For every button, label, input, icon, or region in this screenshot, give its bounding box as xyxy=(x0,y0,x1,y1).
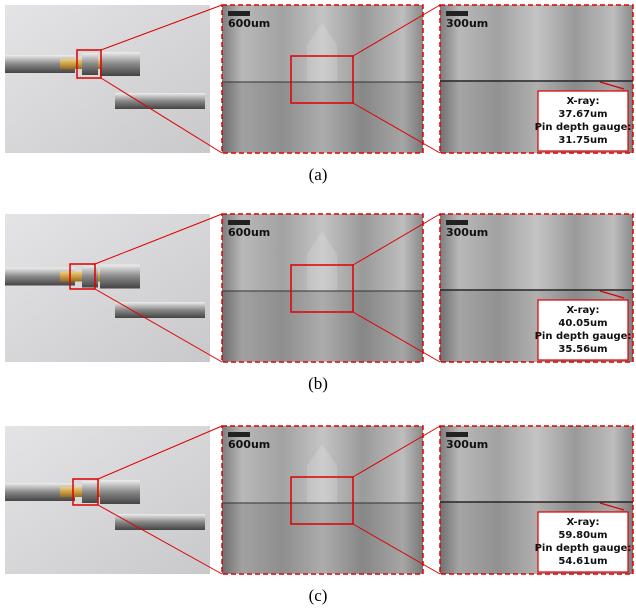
annotation-text: X-ray: xyxy=(567,305,600,316)
subfigure-label: (c) xyxy=(309,586,328,605)
annotation-text: X-ray: xyxy=(567,96,600,107)
figure: 600um 300um X-ray: 37.67um Pin depth gauge: 3… xyxy=(0,0,636,616)
row: 600um 300um X-ray: 40.05um Pin depth gauge: 3… xyxy=(5,214,633,393)
row: 600um 300um X-ray: 37.67um Pin depth gauge: 3… xyxy=(5,5,633,184)
scale-label: 300um xyxy=(446,17,488,30)
scale-bar xyxy=(228,432,250,437)
xray-band xyxy=(222,291,423,361)
nut xyxy=(82,481,98,503)
subfigure-label: (b) xyxy=(308,374,328,393)
scale-label: 300um xyxy=(446,226,488,239)
xray-band xyxy=(222,82,423,152)
annotation-text: 59.80um xyxy=(558,530,607,541)
annotation-text: Pin depth gauge: xyxy=(535,543,632,554)
scale-label: 300um xyxy=(446,438,488,451)
scale-label: 600um xyxy=(228,226,270,239)
adapter xyxy=(100,265,140,289)
subfigure-label: (a) xyxy=(309,165,328,184)
annotation-text: 37.67um xyxy=(558,109,607,120)
annotation-text: 31.75um xyxy=(558,135,607,146)
scale-bar xyxy=(228,220,250,225)
scale-label: 600um xyxy=(228,17,270,30)
annotation-text: 40.05um xyxy=(558,318,607,329)
annotation-text: 54.61um xyxy=(558,556,607,567)
scale-bar xyxy=(228,11,250,16)
adapter xyxy=(100,480,140,504)
photo xyxy=(5,5,210,153)
annotation-text: Pin depth gauge: xyxy=(535,331,632,342)
annotation-text: 35.56um xyxy=(558,344,607,355)
adapter xyxy=(100,52,140,76)
scale-bar xyxy=(446,220,468,225)
lower-cable xyxy=(115,302,205,318)
scale-bar xyxy=(446,432,468,437)
annotation-text: X-ray: xyxy=(567,517,600,528)
scale-bar xyxy=(446,11,468,16)
annotation-text: Pin depth gauge: xyxy=(535,122,632,133)
nut xyxy=(82,53,98,75)
xray-band xyxy=(222,503,423,573)
scale-label: 600um xyxy=(228,438,270,451)
row: 600um 300um X-ray: 59.80um Pin depth gauge: 5… xyxy=(5,426,633,605)
